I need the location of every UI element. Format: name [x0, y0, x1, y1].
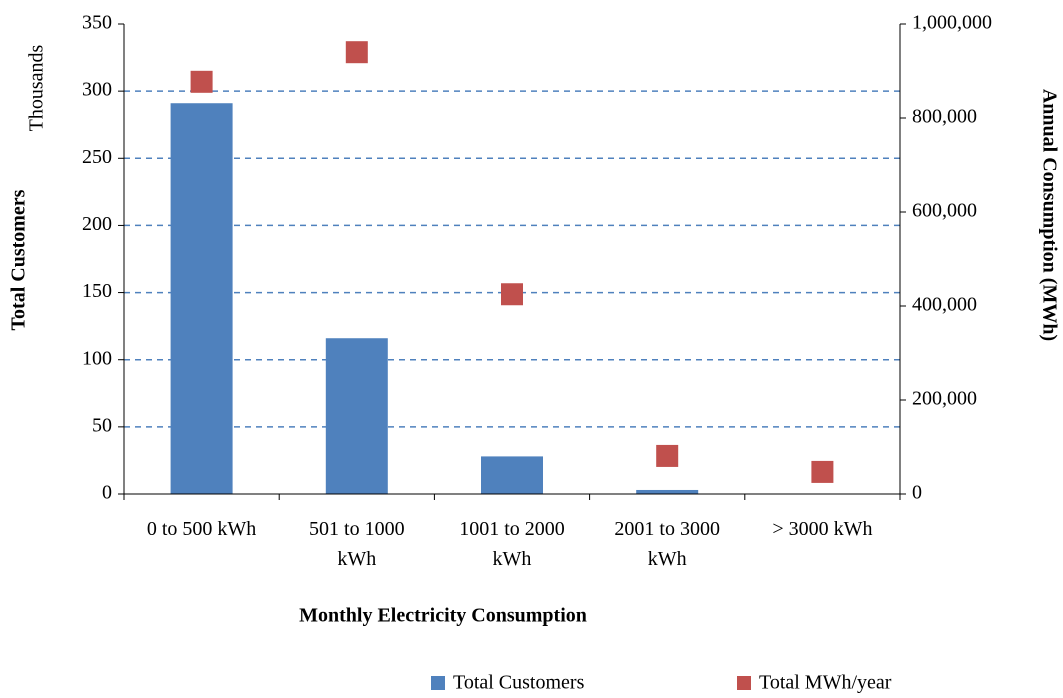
x-tick-label: 2001 to 3000 kWh	[614, 518, 720, 570]
marker	[501, 283, 523, 306]
bar	[170, 103, 233, 494]
y-tick-label: 150	[82, 280, 112, 302]
x-tick-label: 501 to 1000 kWh	[309, 518, 405, 570]
marker	[190, 70, 213, 93]
y-tick-label: 0	[102, 482, 112, 504]
legend-swatch	[737, 676, 751, 690]
legend-label: Total Customers	[453, 672, 585, 694]
marker	[811, 460, 834, 483]
legend-label: Total MWh/year	[759, 672, 892, 694]
y-axis-unit: Thousands	[26, 44, 48, 131]
y-tick-label: 250	[82, 146, 112, 168]
y-tick-label: 300	[82, 79, 112, 101]
y-tick-label: 100	[82, 347, 112, 369]
bar	[481, 456, 543, 494]
x-tick-label: 0 to 500 kWh	[147, 518, 256, 540]
y2-tick-label: 400,000	[912, 294, 977, 316]
y2-tick-label: 800,000	[912, 106, 977, 128]
bar	[325, 338, 388, 494]
bar	[636, 489, 699, 494]
y-tick-label: 350	[82, 12, 112, 34]
y2-tick-label: 1,000,000	[912, 12, 992, 34]
marker	[345, 41, 368, 64]
marker	[656, 444, 679, 467]
y-axis-label: Total Customers	[8, 189, 30, 330]
x-tick-label: > 3000 kWh	[772, 518, 872, 540]
y-tick-label: 50	[92, 414, 112, 436]
x-tick-label: 1001 to 2000 kWh	[459, 518, 565, 570]
y2-tick-label: 0	[912, 482, 922, 504]
y2-tick-label: 600,000	[912, 200, 977, 222]
y-tick-label: 200	[82, 213, 112, 235]
y2-tick-label: 200,000	[912, 388, 977, 410]
y2-axis-label: Annual Consumption (MWh)	[1038, 89, 1060, 341]
legend-swatch	[431, 676, 445, 690]
x-axis-label: Monthly Electricity Consumption	[299, 605, 587, 627]
